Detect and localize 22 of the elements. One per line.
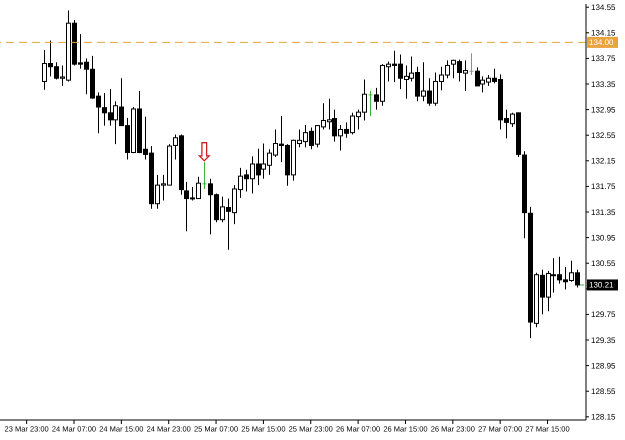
ref-line-label: 134.00 xyxy=(589,38,614,47)
y-tick-label: 131.75 xyxy=(591,182,616,192)
annotation: ⇩ xyxy=(193,138,216,168)
y-tick-label: 129.35 xyxy=(591,336,616,345)
y-tick-label: 130.55 xyxy=(591,259,616,268)
y-tick-label: 134.15 xyxy=(591,28,616,38)
y-tick-label: 128.95 xyxy=(591,361,616,370)
candlestick xyxy=(202,162,207,190)
y-tick-label: 130.95 xyxy=(591,233,616,242)
annotation: 130.21 xyxy=(589,280,614,290)
y-tick-label: 132.55 xyxy=(591,131,616,140)
y-tick-label: 132.95 xyxy=(591,105,616,114)
y-tick-label: 128.55 xyxy=(591,387,616,396)
candlestick xyxy=(469,52,474,76)
y-tick-label: 128.15 xyxy=(591,412,616,422)
y-tick-label: 129.75 xyxy=(591,310,616,320)
y-tick-label: 134.55 xyxy=(591,3,616,12)
candlestick xyxy=(368,90,373,116)
y-tick-label: 131.35 xyxy=(591,208,616,217)
y-tick-label: 132.15 xyxy=(591,156,616,166)
y-tick-label: 133.35 xyxy=(591,80,616,89)
y-tick-label: 133.75 xyxy=(591,54,616,64)
